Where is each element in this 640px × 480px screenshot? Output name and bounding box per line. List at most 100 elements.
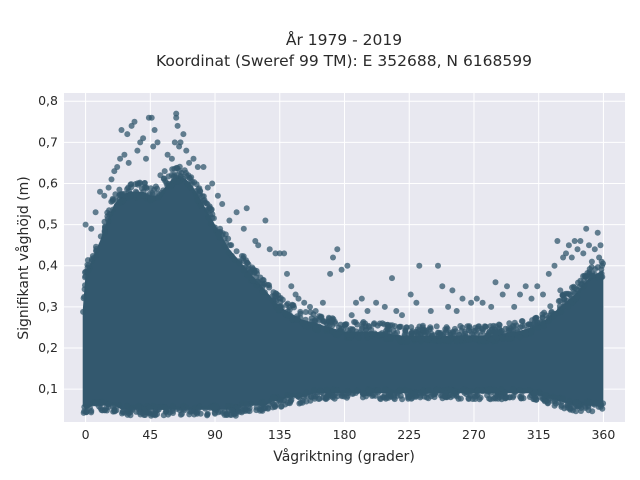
data-point [154, 185, 161, 192]
data-point [403, 324, 410, 331]
data-point [149, 191, 156, 198]
data-point [328, 319, 335, 326]
data-point [124, 402, 130, 409]
data-point-outlier [161, 168, 168, 175]
data-point-outlier [194, 164, 201, 170]
data-point-outlier [344, 262, 351, 269]
data-point [489, 326, 496, 333]
data-point [334, 387, 341, 393]
data-point [547, 303, 554, 310]
data-point [312, 322, 319, 329]
data-point-outlier [143, 155, 149, 162]
data-point [178, 173, 185, 180]
data-point [586, 266, 593, 272]
data-point [270, 289, 277, 296]
data-point [382, 330, 389, 337]
data-point-outlier [190, 155, 197, 162]
data-point [558, 308, 565, 315]
data-point-outlier [295, 295, 302, 302]
data-point [495, 395, 502, 402]
data-point [559, 395, 566, 402]
data-point-outlier [413, 299, 420, 306]
x-tick-label: 270 [462, 427, 486, 442]
data-point [496, 329, 503, 336]
data-point [539, 319, 546, 326]
data-point [511, 319, 518, 326]
data-point [104, 209, 111, 216]
data-point [395, 388, 402, 395]
data-point-outlier [281, 250, 288, 257]
data-point [443, 327, 450, 334]
data-point-outlier [348, 312, 355, 319]
data-point [509, 327, 516, 334]
data-points [80, 110, 607, 419]
data-point [465, 395, 472, 402]
data-point-outlier [171, 139, 178, 146]
data-point [396, 324, 403, 331]
data-point-outlier [200, 164, 207, 170]
data-point [363, 331, 370, 338]
data-point-outlier [240, 225, 247, 232]
data-point [165, 411, 172, 418]
data-point [531, 318, 538, 325]
data-point [111, 406, 118, 413]
data-point [342, 321, 349, 328]
data-point [268, 398, 275, 404]
data-point [243, 401, 250, 408]
data-point [141, 192, 148, 199]
data-point-outlier [137, 139, 144, 146]
data-point [484, 392, 491, 399]
data-point [252, 274, 259, 281]
data-point [314, 327, 321, 334]
data-point [499, 335, 506, 342]
data-point [238, 409, 245, 416]
data-point [339, 392, 345, 399]
data-point [192, 188, 199, 195]
data-point-outlier [554, 238, 561, 244]
data-point-outlier [468, 299, 475, 306]
data-point-outlier [511, 303, 518, 310]
data-point [225, 249, 232, 256]
data-point-outlier [204, 410, 211, 417]
data-point-outlier [108, 176, 115, 183]
data-point-outlier [522, 283, 529, 290]
data-point [289, 316, 296, 323]
data-point [425, 336, 432, 343]
data-point-outlier [226, 217, 233, 224]
data-point [455, 395, 462, 402]
data-point [479, 386, 486, 393]
data-point [518, 395, 525, 402]
data-point-outlier [583, 225, 590, 232]
data-point [447, 331, 454, 338]
data-point [129, 406, 136, 413]
data-point [325, 314, 332, 321]
data-point [83, 408, 90, 415]
data-point [97, 233, 104, 240]
data-point [387, 336, 394, 343]
y-tick-label: 0,7 [38, 134, 58, 149]
data-point [517, 334, 523, 341]
data-point [259, 288, 266, 295]
data-point [453, 338, 460, 345]
data-point [147, 196, 154, 203]
data-point [482, 323, 489, 330]
data-point [163, 180, 170, 187]
data-point [355, 335, 362, 341]
data-point [359, 394, 366, 401]
data-point [492, 333, 499, 340]
x-tick-label: 315 [527, 427, 551, 442]
data-point [379, 320, 386, 327]
data-point [318, 314, 325, 321]
data-point-outlier [209, 180, 216, 187]
data-point [323, 386, 330, 393]
data-point [236, 260, 242, 267]
data-point [168, 182, 175, 189]
data-point [169, 402, 176, 409]
data-point-outlier [597, 242, 604, 249]
data-point-outlier [439, 283, 446, 290]
data-point-outlier [252, 238, 259, 244]
data-point-outlier [517, 291, 523, 298]
data-point [411, 335, 417, 342]
data-point [275, 306, 282, 313]
data-point [162, 404, 169, 411]
